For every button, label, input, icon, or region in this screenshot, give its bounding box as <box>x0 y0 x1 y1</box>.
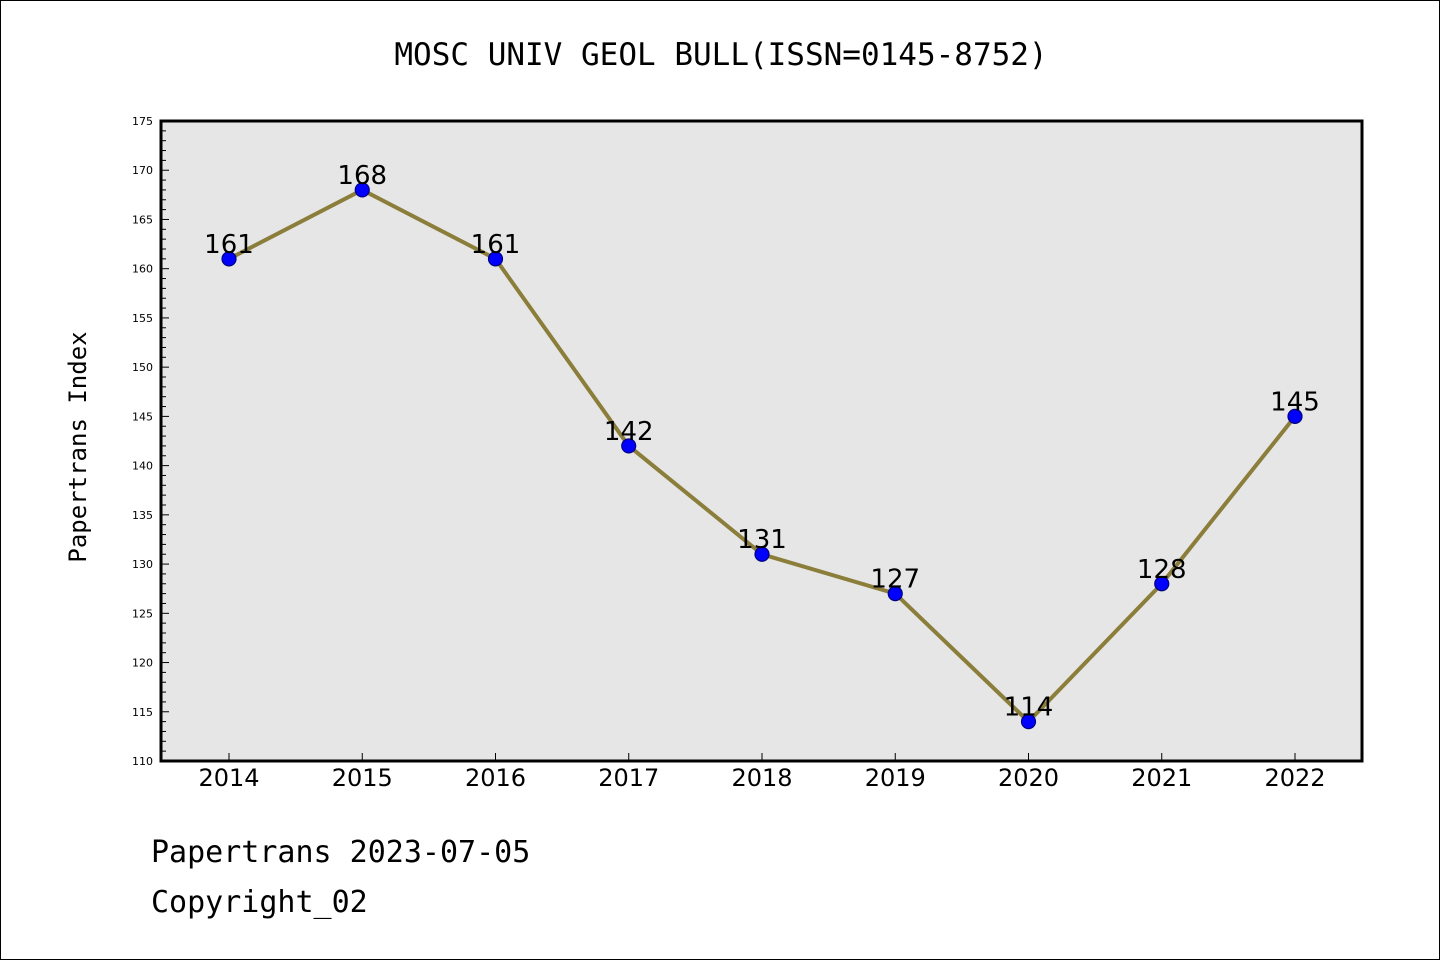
data-point <box>621 438 637 454</box>
x-tick-label: 2014 <box>198 764 259 792</box>
data-label: 161 <box>204 230 254 260</box>
data-point <box>1020 714 1037 730</box>
y-tick-label: 120 <box>132 657 153 670</box>
x-tick-label: 2020 <box>998 764 1059 792</box>
x-tick-label: 2015 <box>332 764 393 792</box>
y-tick-label: 155 <box>132 312 153 325</box>
data-label: 131 <box>737 525 787 555</box>
plot-frame <box>159 119 1364 763</box>
y-tick-label: 165 <box>132 213 153 226</box>
data-label: 168 <box>337 161 387 191</box>
data-label: 128 <box>1137 555 1187 585</box>
y-tick-label: 125 <box>132 607 153 620</box>
data-label: 142 <box>604 417 654 447</box>
x-tick-label: 2017 <box>598 764 659 792</box>
x-tick-label: 2022 <box>1264 764 1325 792</box>
y-tick-label: 135 <box>132 509 153 522</box>
y-tick-label: 175 <box>132 115 153 128</box>
y-tick-label: 160 <box>132 263 153 276</box>
y-tick-label: 170 <box>132 164 153 177</box>
x-tick-label: 2018 <box>731 764 792 792</box>
x-tick-label: 2019 <box>865 764 926 792</box>
data-point <box>1287 408 1303 424</box>
y-tick-label: 150 <box>132 361 153 374</box>
y-tick-label: 110 <box>132 755 153 768</box>
y-tick-label: 145 <box>132 410 153 423</box>
data-point <box>754 546 770 562</box>
data-point <box>887 586 903 602</box>
series-group: 161 168 161 142 131 127 114 128 145 <box>204 161 1320 730</box>
data-label: 127 <box>870 565 920 595</box>
y-axis: 110 115 120 125 130 135 140 145 150 155 160 165 170 1… <box>132 115 169 768</box>
y-tick-label: 130 <box>132 558 153 571</box>
data-point <box>221 251 237 267</box>
x-tick-label: 2021 <box>1131 764 1192 792</box>
data-label: 114 <box>1004 693 1054 723</box>
x-axis: 2014 2015 2016 2017 2018 2019 2020 2021 2022 <box>198 753 1326 792</box>
y-tick-label: 115 <box>132 706 153 719</box>
footer-copyright: Copyright_02 <box>151 885 368 920</box>
chart-title: MOSC UNIV GEOL BULL(ISSN=0145-8752) <box>394 37 1048 73</box>
data-point <box>354 182 370 198</box>
y-axis-label: Papertrans Index <box>64 331 92 562</box>
data-point <box>1154 576 1170 592</box>
x-tick-label: 2016 <box>465 764 526 792</box>
data-point <box>487 251 504 267</box>
data-label: 161 <box>471 230 521 260</box>
plot-area <box>161 121 1362 761</box>
y-tick-label: 140 <box>132 460 153 473</box>
footer-date: Papertrans 2023-07-05 <box>151 835 531 870</box>
data-label: 145 <box>1270 387 1320 417</box>
